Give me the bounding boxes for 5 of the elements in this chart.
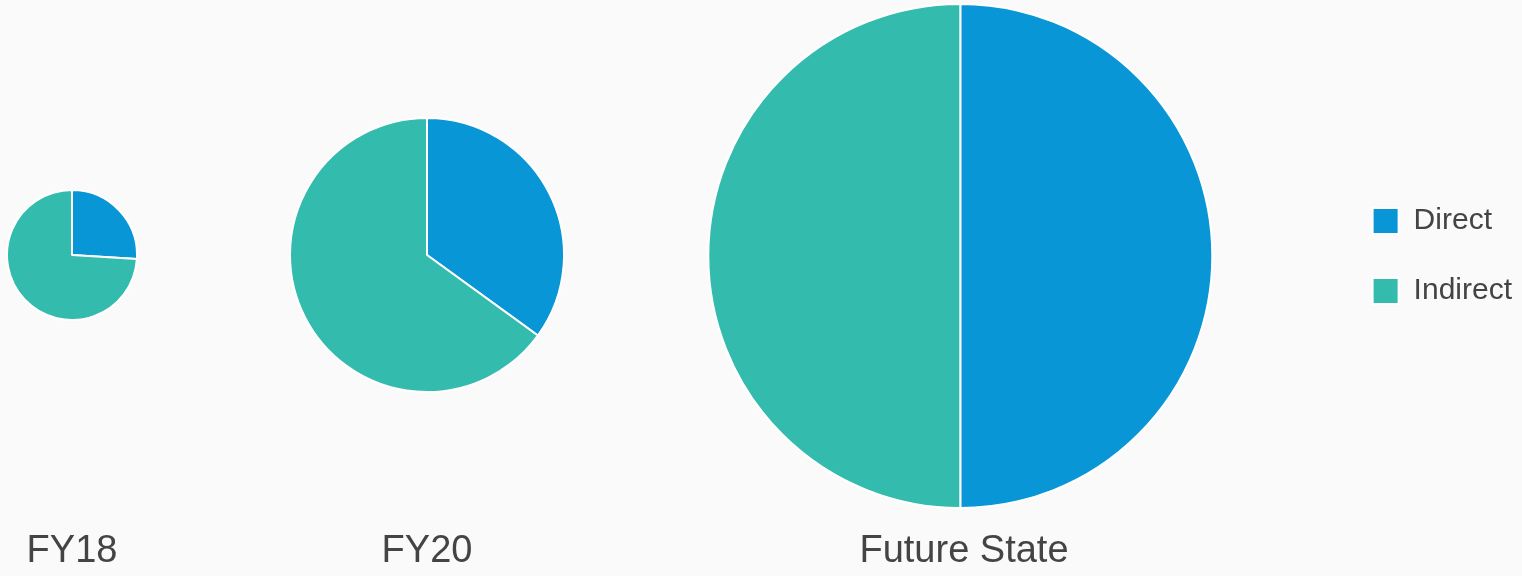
legend-label: Direct [1413,202,1493,236]
text: FY20 [381,528,473,571]
text: FY18 [26,528,118,571]
text: Future State [859,528,1069,571]
legend-label: Indirect [1413,272,1513,306]
